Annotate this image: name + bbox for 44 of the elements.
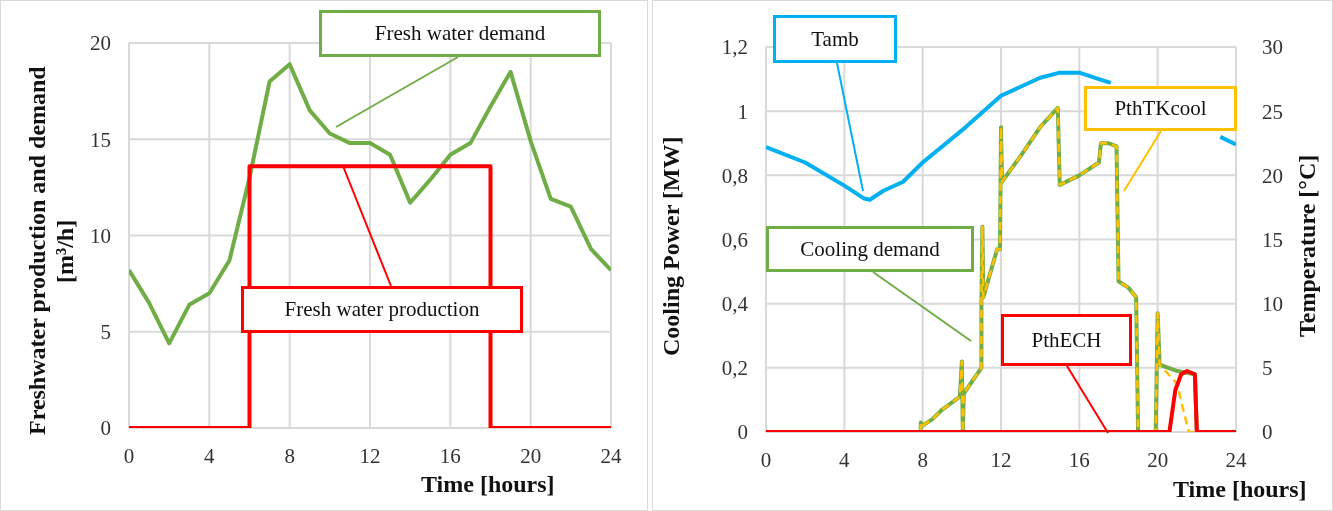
y2-tick-label: 15 xyxy=(1262,227,1283,252)
y-tick-label: 15 xyxy=(90,127,111,152)
y-tick-label: 1,2 xyxy=(721,35,748,60)
callout-box: PthECH xyxy=(1001,314,1132,366)
y-tick-label: 0 xyxy=(737,420,748,445)
y2-tick-label: 5 xyxy=(1262,356,1273,381)
y2-tick-label: 25 xyxy=(1262,99,1283,124)
y2-tick-label: 20 xyxy=(1262,163,1283,188)
y2-tick-label: 30 xyxy=(1262,35,1283,60)
callout-box: Fresh water demand xyxy=(319,10,601,57)
y-tick-label: 0,6 xyxy=(721,227,748,252)
x-tick-label: 0 xyxy=(123,443,135,468)
x-tick-label: 12 xyxy=(990,447,1012,472)
x-axis-title: Time [hours] xyxy=(421,471,555,498)
y-tick-label: 5 xyxy=(100,320,111,345)
x-tick-label: 4 xyxy=(204,443,216,468)
callout-box: Fresh water production xyxy=(241,286,523,333)
x-tick-label: 12 xyxy=(359,443,381,468)
x-tick-label: 24 xyxy=(1225,447,1247,472)
x-tick-label: 20 xyxy=(520,443,542,468)
callout-box: Cooling demand xyxy=(766,226,974,272)
y-tick-label: 20 xyxy=(90,31,111,56)
x-tick-label: 16 xyxy=(1068,447,1090,472)
x-tick-label: 16 xyxy=(439,443,461,468)
x-tick-label: 0 xyxy=(760,447,772,472)
x-tick-label: 4 xyxy=(839,447,851,472)
x-tick-label: 24 xyxy=(600,443,622,468)
callout-box: Tamb xyxy=(773,15,897,63)
y-tick-label: 0,4 xyxy=(721,292,749,317)
y-tick-label: 1 xyxy=(737,99,748,124)
y-tick-label: 0 xyxy=(100,416,111,441)
y2-axis-title: Temperature [°C] xyxy=(1293,153,1321,340)
y-axis-title: Freshwater production and demand [m³/h] xyxy=(23,66,79,436)
y2-tick-label: 0 xyxy=(1262,420,1273,445)
y-axis-title: Cooling Power [MW] xyxy=(657,135,685,358)
y-tick-label: 0,2 xyxy=(721,356,748,381)
y-tick-label: 0,8 xyxy=(721,163,748,188)
y-tick-label: 10 xyxy=(90,223,111,248)
x-tick-label: 20 xyxy=(1147,447,1169,472)
callout-box: PthTKcool xyxy=(1084,86,1237,131)
y2-tick-label: 10 xyxy=(1262,292,1283,317)
x-tick-label: 8 xyxy=(917,447,928,472)
x-tick-label: 8 xyxy=(284,443,295,468)
x-axis-title: Time [hours] xyxy=(1173,476,1307,503)
